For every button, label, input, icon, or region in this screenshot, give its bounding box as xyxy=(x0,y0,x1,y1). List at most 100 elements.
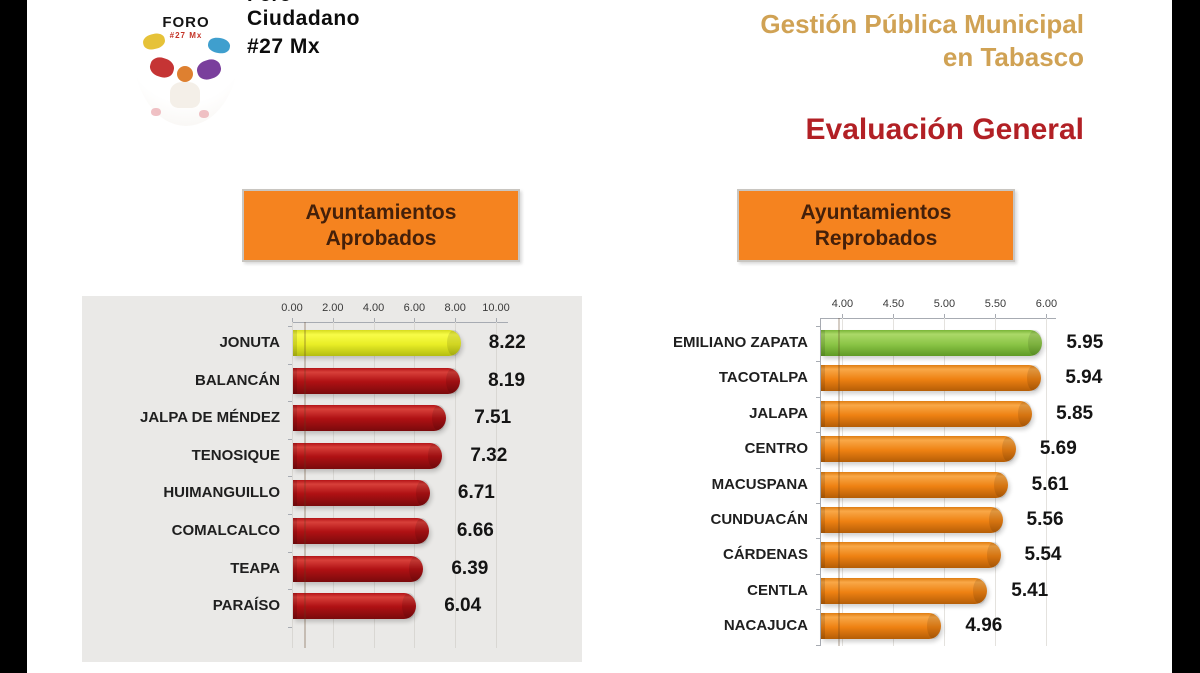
category-label-nacajuca: NACAJUCA xyxy=(723,617,808,635)
category-label-c-rdenas: CÁRDENAS xyxy=(722,546,808,564)
bar-c-rdenas xyxy=(821,542,1001,569)
y-axis-tick-mark xyxy=(816,326,820,327)
x-axis-tick-label: 5.50 xyxy=(984,298,1007,310)
gridline xyxy=(455,322,457,648)
value-label-emiliano-zapata: 5.95 xyxy=(1066,332,1104,353)
value-label-macuspana: 5.61 xyxy=(1031,473,1069,495)
logo-figure-body xyxy=(170,82,200,108)
gridline-overlay xyxy=(838,318,841,646)
bar-teapa xyxy=(293,555,424,582)
category-label-jalpa-de-m-ndez: JALPA DE MÉNDEZ xyxy=(139,409,280,427)
bar-jonuta xyxy=(293,330,461,356)
category-label-centro: CENTRO xyxy=(744,440,808,458)
x-axis-tick-label: 0.00 xyxy=(281,302,303,314)
value-label-centla: 5.41 xyxy=(1011,579,1049,601)
x-axis-tick-label: 5.00 xyxy=(933,298,956,310)
value-label-huimanguillo: 6.71 xyxy=(457,482,495,504)
header-aprobados-line1: Ayuntamientos xyxy=(305,201,457,224)
page-subtitle: Evaluación General xyxy=(805,113,1084,146)
bar-centro xyxy=(821,436,1016,463)
y-axis-tick-mark xyxy=(288,326,292,327)
y-axis-tick-mark xyxy=(288,589,292,591)
value-label-balanc-n: 8.19 xyxy=(488,369,526,391)
value-label-nacajuca: 4.96 xyxy=(965,615,1003,637)
brand-line-clipped: Foro xyxy=(247,0,360,5)
logo-figure-pink xyxy=(151,108,161,116)
y-axis-tick-mark xyxy=(816,538,820,540)
letterbox-right xyxy=(1172,0,1200,673)
logo-sub-text: #27 Mx xyxy=(169,31,203,40)
bar-huimanguillo xyxy=(293,480,430,507)
y-axis-tick-mark xyxy=(816,396,820,398)
page-title: Gestión Pública Municipal en Tabasco xyxy=(760,8,1084,74)
y-axis-tick-mark xyxy=(816,644,820,646)
chart-aprobados: 0.00 2.00 4.00 6.00 8.00 10.00 JONUTA 8.22 BALAN… xyxy=(82,296,582,662)
category-label-emiliano-zapata: EMILIANO ZAPATA xyxy=(673,334,808,351)
bar-macuspana xyxy=(821,471,1008,498)
y-axis-tick-mark xyxy=(816,573,820,575)
y-axis-tick-mark xyxy=(816,503,820,504)
logo-figure-orange-head xyxy=(177,66,193,82)
category-label-centla: CENTLA xyxy=(747,581,808,599)
category-label-para-so: PARAÍSO xyxy=(212,597,280,615)
foro-ciudadano-logo: FORO #27 Mx xyxy=(133,0,239,126)
x-axis-tick-mark xyxy=(332,318,334,322)
bar-tenosique xyxy=(293,442,443,469)
category-label-tacotalpa: TACOTALPA xyxy=(718,369,808,387)
value-label-tacotalpa: 5.94 xyxy=(1065,367,1103,389)
value-label-tenosique: 7.32 xyxy=(470,444,508,466)
y-axis-tick-mark xyxy=(288,401,292,403)
gridline xyxy=(1046,318,1048,646)
brand-line-27mx: #27 Mx xyxy=(247,35,321,58)
page-title-line1: Gestión Pública Municipal xyxy=(760,9,1084,39)
y-axis-tick-mark xyxy=(816,609,820,611)
x-axis-tick-mark xyxy=(842,314,844,318)
bar-para-so xyxy=(293,593,417,620)
y-axis-tick-mark xyxy=(288,626,292,628)
header-ayuntamientos-reprobados: Ayuntamientos Reprobados xyxy=(737,189,1015,262)
x-axis-tick-mark xyxy=(496,318,497,322)
bar-balanc-n xyxy=(293,367,461,394)
value-label-para-so: 6.04 xyxy=(444,595,482,617)
x-axis-tick-mark xyxy=(995,314,997,318)
category-label-jalapa: JALAPA xyxy=(749,404,808,422)
x-axis-tick-label: 4.00 xyxy=(831,298,854,310)
y-axis-tick-mark xyxy=(288,514,292,515)
category-label-huimanguillo: HUIMANGUILLO xyxy=(163,484,280,502)
bar-emiliano-zapata xyxy=(821,330,1043,356)
brand-line-ciudadano: Ciudadano xyxy=(247,7,360,30)
x-axis-tick-label: 4.00 xyxy=(362,302,385,314)
y-axis-tick-mark xyxy=(816,361,820,363)
page-title-line2: en Tabasco xyxy=(942,42,1084,72)
bar-tacotalpa xyxy=(821,365,1042,392)
value-label-teapa: 6.39 xyxy=(451,557,489,579)
x-axis-tick-label: 10.00 xyxy=(482,302,510,314)
header-reprobados-line1: Ayuntamientos xyxy=(800,201,952,224)
x-axis-tick-mark xyxy=(373,318,375,322)
y-axis-tick-mark xyxy=(288,438,292,440)
x-axis-tick-mark xyxy=(944,314,946,318)
value-label-cunduac-n: 5.56 xyxy=(1026,509,1064,530)
category-label-comalcalco: COMALCALCO xyxy=(171,522,280,539)
x-axis-tick-mark xyxy=(1046,314,1048,318)
value-label-comalcalco: 6.66 xyxy=(456,520,494,541)
y-axis-line xyxy=(820,318,821,646)
gridline-overlay xyxy=(304,322,306,648)
letterbox-left xyxy=(0,0,27,673)
logo-figure-red xyxy=(147,54,177,81)
x-axis-tick-label: 6.00 xyxy=(1035,298,1058,310)
x-axis-tick-label: 4.50 xyxy=(882,298,905,310)
x-axis-line xyxy=(820,318,1057,319)
x-axis-tick-mark xyxy=(292,318,293,322)
x-axis-tick-label: 6.00 xyxy=(403,302,426,314)
category-label-tenosique: TENOSIQUE xyxy=(191,446,280,464)
header-ayuntamientos-aprobados: Ayuntamientos Aprobados xyxy=(242,189,520,262)
y-axis-tick-mark xyxy=(288,476,292,478)
x-axis-line xyxy=(292,322,508,323)
logo-foro-text: FORO xyxy=(162,14,210,31)
value-label-jalapa: 5.85 xyxy=(1056,402,1094,424)
bar-jalpa-de-m-ndez xyxy=(293,405,447,432)
category-label-balanc-n: BALANCÁN xyxy=(195,371,280,389)
category-label-teapa: TEAPA xyxy=(230,559,280,577)
bar-nacajuca xyxy=(821,613,942,640)
